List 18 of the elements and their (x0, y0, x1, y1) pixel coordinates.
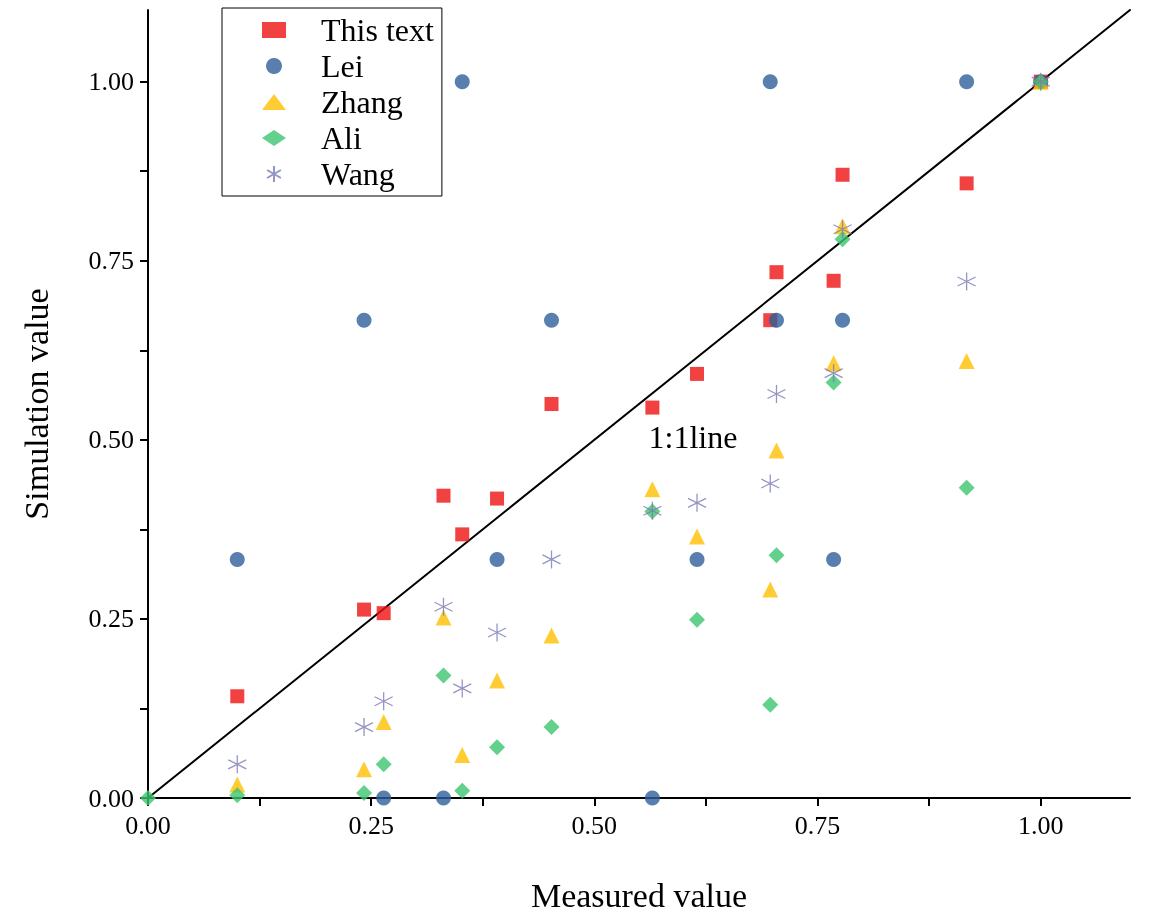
x-tick-label: 0.50 (571, 810, 618, 840)
x-tick-label: 0.00 (125, 810, 171, 840)
y-tick-label: 0.25 (88, 604, 134, 634)
x-axis-title: Measured value (530, 876, 748, 914)
x-tick-label: 1.00 (1017, 810, 1064, 840)
legend-label: This text (321, 12, 434, 48)
y-tick-label: 0.75 (88, 246, 134, 276)
legend-label: Ali (321, 120, 362, 156)
x-tick-label: 0.25 (348, 810, 394, 840)
legend-label: Zhang (321, 84, 403, 120)
y-axis-title: Simulation value (17, 288, 55, 520)
y-tick-label: 0.50 (88, 425, 134, 455)
y-tick-label: 1.00 (88, 67, 134, 97)
y-tick-label: 0.00 (88, 783, 134, 813)
x-tick-label: 0.75 (794, 810, 841, 840)
legend-label: Wang (321, 156, 395, 192)
legend-label: Lei (321, 48, 364, 84)
annotation: 1:1line (648, 419, 738, 455)
